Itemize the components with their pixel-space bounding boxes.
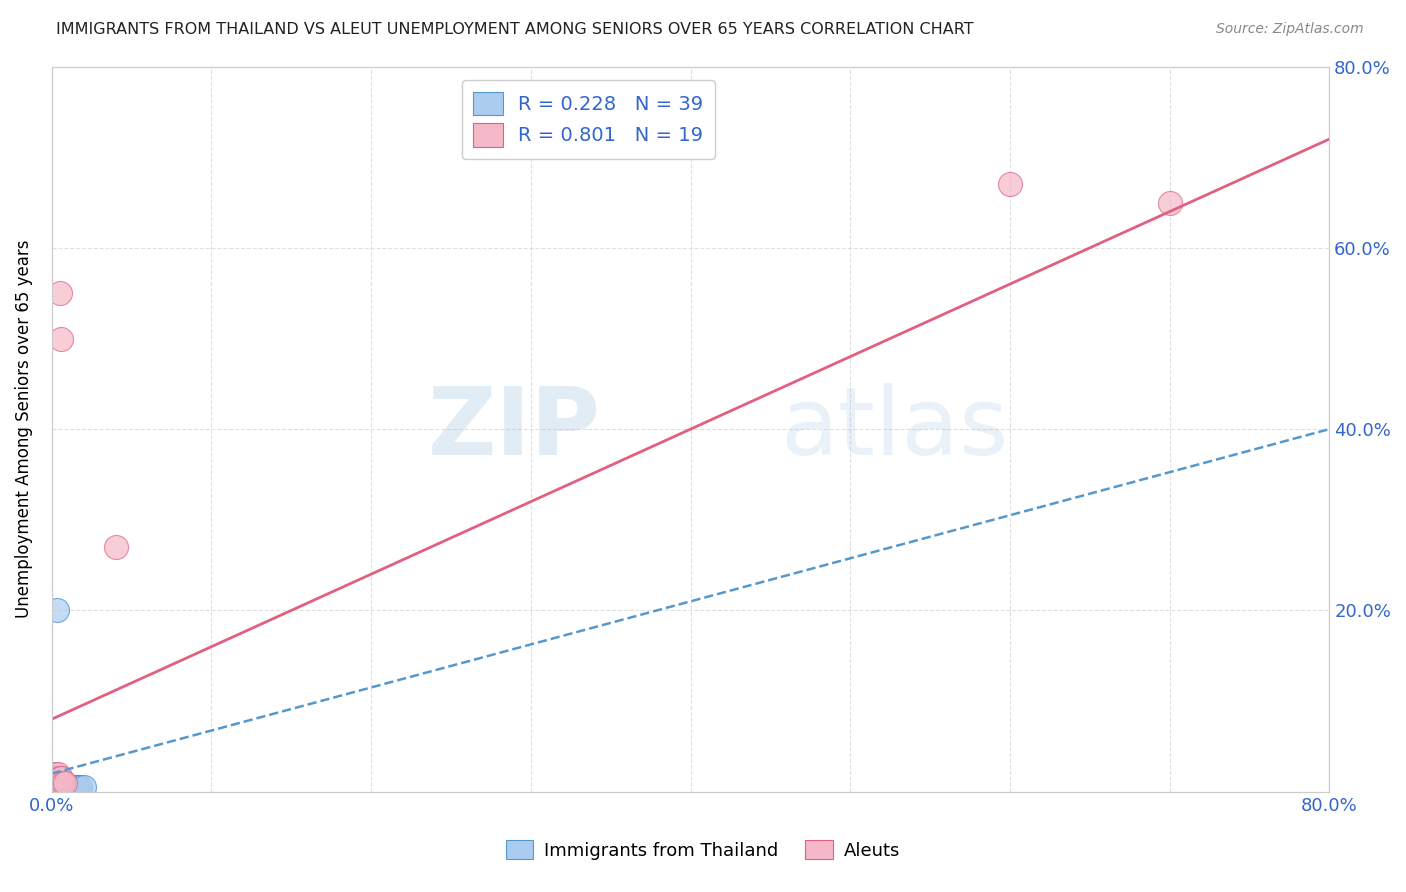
Point [104,540,127,554]
Point [48,780,70,794]
Point [46,780,69,794]
Point [53,780,76,794]
Point [42,780,65,794]
Point [48,780,70,794]
Point [48,771,70,785]
Point [51,780,73,794]
Point [42,780,65,794]
Text: Source: ZipAtlas.com: Source: ZipAtlas.com [1216,22,1364,37]
Point [42,775,65,789]
Y-axis label: Unemployment Among Seniors over 65 years: Unemployment Among Seniors over 65 years [15,240,32,618]
Point [44,766,66,780]
Point [53,775,76,789]
Legend: R = 0.228   N = 39, R = 0.801   N = 19: R = 0.228 N = 39, R = 0.801 N = 19 [461,80,714,159]
Point [1159,195,1181,210]
Point [45,603,67,617]
Point [52,775,75,789]
Point [56,780,79,794]
Point [48,775,70,789]
Point [42,780,65,794]
Point [44,771,66,785]
Point [45,771,67,785]
Point [45,780,67,794]
Point [42,775,65,789]
Point [51,780,73,794]
Point [44,775,66,789]
Point [46,775,69,789]
Point [66,780,89,794]
Point [51,331,73,345]
Point [63,780,86,794]
Point [52,775,75,789]
Point [48,775,70,789]
Point [48,780,70,794]
Point [73,780,96,794]
Point [44,780,66,794]
Point [66,780,89,794]
Point [51,771,73,785]
Point [51,775,73,789]
Point [69,780,91,794]
Point [44,775,66,789]
Text: IMMIGRANTS FROM THAILAND VS ALEUT UNEMPLOYMENT AMONG SENIORS OVER 65 YEARS CORRE: IMMIGRANTS FROM THAILAND VS ALEUT UNEMPL… [56,22,974,37]
Point [46,766,69,780]
Point [44,780,66,794]
Point [46,771,69,785]
Legend: Immigrants from Thailand, Aleuts: Immigrants from Thailand, Aleuts [499,833,907,867]
Point [45,780,67,794]
Point [45,771,67,785]
Point [59,780,82,794]
Point [44,780,66,794]
Text: atlas: atlas [780,384,1008,475]
Point [45,775,67,789]
Point [45,780,67,794]
Point [46,780,69,794]
Point [52,780,75,794]
Point [62,780,84,794]
Point [46,775,69,789]
Point [41,780,63,794]
Point [46,775,69,789]
Point [55,780,77,794]
Point [48,286,70,301]
Point [56,780,79,794]
Text: ZIP: ZIP [429,384,602,475]
Point [58,780,80,794]
Point [998,178,1021,192]
